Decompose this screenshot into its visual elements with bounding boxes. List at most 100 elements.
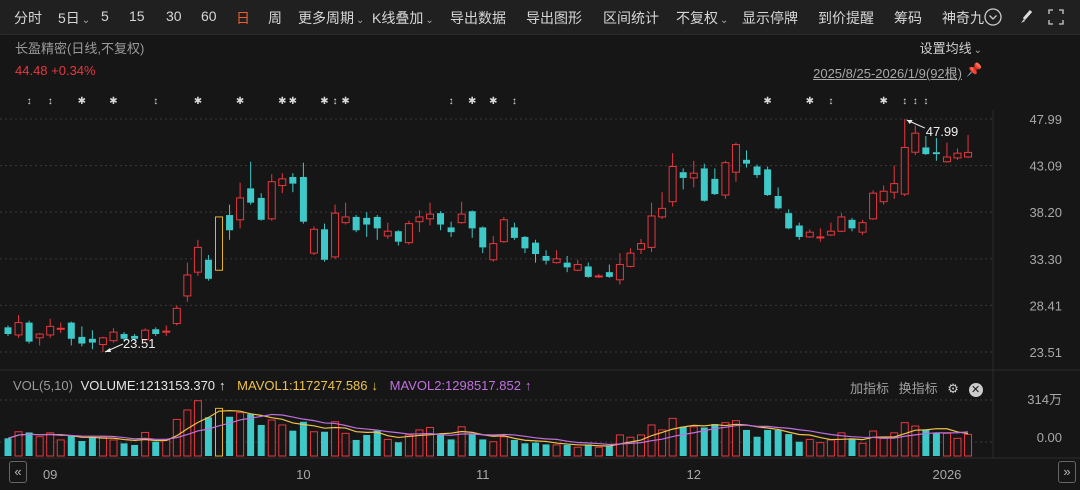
volume-bar[interactable] — [383, 438, 392, 457]
volume-bar[interactable] — [816, 442, 825, 457]
ma-settings-dropdown[interactable]: 设置均线 ⌄ — [920, 38, 982, 57]
candle-body[interactable] — [658, 207, 667, 218]
volume-bar[interactable] — [35, 436, 44, 457]
candle-body[interactable] — [162, 330, 171, 333]
volume-bar[interactable] — [331, 421, 340, 457]
toolbar-item-15[interactable]: 到价提醒 — [818, 8, 874, 28]
candle-body[interactable] — [637, 243, 645, 250]
candle-body[interactable] — [46, 325, 55, 336]
candle-body[interactable] — [848, 219, 856, 229]
volume-bar[interactable] — [637, 434, 645, 457]
volume-bar[interactable] — [584, 444, 592, 456]
arrow-marker-icon[interactable]: ↕ — [27, 96, 32, 107]
toolbar-item-17[interactable]: 神奇九 — [942, 8, 984, 28]
volume-bar[interactable] — [363, 434, 371, 456]
arrow-marker-icon[interactable]: ↕ — [48, 96, 53, 107]
candle-body[interactable] — [521, 236, 529, 249]
volume-bar[interactable] — [183, 409, 192, 457]
volume-bar[interactable] — [46, 432, 55, 457]
toolbar-item-14[interactable]: 显示停牌 — [742, 8, 798, 28]
star-marker-icon[interactable]: ✱ — [194, 96, 202, 107]
volume-bar[interactable] — [78, 441, 86, 456]
arrow-marker-icon[interactable]: ↕ — [333, 96, 338, 107]
candle-body[interactable] — [932, 152, 940, 155]
toolbar-item-16[interactable]: 筹码 — [894, 8, 922, 28]
volume-bar[interactable] — [278, 424, 287, 457]
candle-body[interactable] — [109, 331, 118, 342]
volume-bar[interactable] — [731, 420, 740, 457]
candle-body[interactable] — [753, 166, 761, 176]
toolbar-item-13[interactable]: 不复权 ⌄ — [676, 8, 728, 28]
candle-body[interactable] — [321, 229, 328, 260]
candle-body[interactable] — [900, 146, 909, 195]
star-marker-icon[interactable]: ✱ — [879, 96, 887, 107]
toolbar-item-8[interactable]: 更多周期 ⌄ — [298, 8, 364, 28]
candle-body[interactable] — [594, 275, 603, 278]
volume-bar[interactable] — [204, 417, 212, 456]
candle-body[interactable] — [700, 168, 708, 201]
candle-body[interactable] — [532, 242, 539, 255]
candle-body[interactable] — [341, 216, 350, 224]
arrow-marker-icon[interactable]: ↕ — [828, 96, 833, 107]
star-marker-icon[interactable]: ✱ — [320, 96, 328, 107]
candle-body[interactable] — [743, 159, 750, 164]
candle-body[interactable] — [890, 183, 899, 193]
volume-bar[interactable] — [468, 434, 476, 456]
star-marker-icon[interactable]: ✱ — [109, 96, 117, 107]
candle-body[interactable] — [447, 227, 455, 233]
candle-body[interactable] — [647, 215, 656, 248]
volume-bar[interactable] — [532, 442, 539, 456]
toolbar-item-10[interactable]: 导出数据 — [450, 8, 506, 28]
volume-bar[interactable] — [193, 400, 202, 457]
volume-bar[interactable] — [890, 432, 899, 457]
candle-body[interactable] — [131, 335, 139, 339]
volume-bar[interactable] — [711, 424, 719, 456]
volume-bar[interactable] — [795, 441, 803, 456]
volume-bar[interactable] — [932, 432, 940, 456]
volume-bar[interactable] — [226, 416, 234, 456]
volume-bar[interactable] — [563, 444, 571, 456]
volume-bar[interactable] — [67, 436, 75, 456]
toolbar-item-4[interactable]: 30 — [166, 8, 182, 24]
candle-body[interactable] — [4, 327, 12, 335]
candle-body[interactable] — [731, 144, 740, 173]
candle-body[interactable] — [584, 266, 592, 277]
volume-bar[interactable] — [98, 436, 107, 457]
volume-bar[interactable] — [162, 439, 171, 457]
volume-bar[interactable] — [141, 431, 150, 457]
star-marker-icon[interactable]: ✱ — [289, 96, 297, 107]
volume-bar[interactable] — [289, 430, 297, 456]
candle-body[interactable] — [573, 264, 582, 271]
candle-body[interactable] — [373, 216, 381, 229]
volume-bar[interactable] — [605, 446, 613, 456]
star-marker-icon[interactable]: ✱ — [341, 96, 349, 107]
candle-body[interactable] — [56, 327, 65, 330]
volume-bar[interactable] — [247, 414, 255, 456]
volume-bar[interactable] — [521, 443, 529, 456]
candle-body[interactable] — [953, 152, 962, 159]
volume-bar[interactable] — [879, 437, 888, 457]
volume-bar[interactable] — [215, 407, 223, 457]
volume-bar[interactable] — [447, 439, 455, 456]
candle-body[interactable] — [226, 215, 234, 231]
chevron-circle-icon[interactable] — [983, 7, 1003, 27]
volume-bar[interactable] — [594, 446, 603, 457]
candle-body[interactable] — [563, 262, 571, 268]
volume-bar[interactable] — [489, 441, 498, 457]
star-marker-icon[interactable]: ✱ — [763, 96, 771, 107]
candle-body[interactable] — [489, 243, 498, 261]
volume-bar[interactable] — [236, 412, 245, 457]
toolbar-item-9[interactable]: K线叠加 ⌄ — [372, 8, 434, 28]
toolbar-item-3[interactable]: 15 — [129, 8, 145, 24]
volume-bar[interactable] — [88, 436, 96, 456]
volume-bar[interactable] — [309, 431, 318, 457]
volume-bar[interactable] — [922, 429, 930, 456]
candle-body[interactable] — [309, 228, 318, 254]
candle-body[interactable] — [805, 231, 814, 238]
candle-body[interactable] — [183, 274, 192, 297]
candle-body[interactable] — [837, 216, 846, 232]
volume-bar[interactable] — [25, 432, 33, 456]
candle-body[interactable] — [542, 255, 550, 261]
candle-body[interactable] — [394, 231, 402, 242]
star-marker-icon[interactable]: ✱ — [278, 96, 286, 107]
